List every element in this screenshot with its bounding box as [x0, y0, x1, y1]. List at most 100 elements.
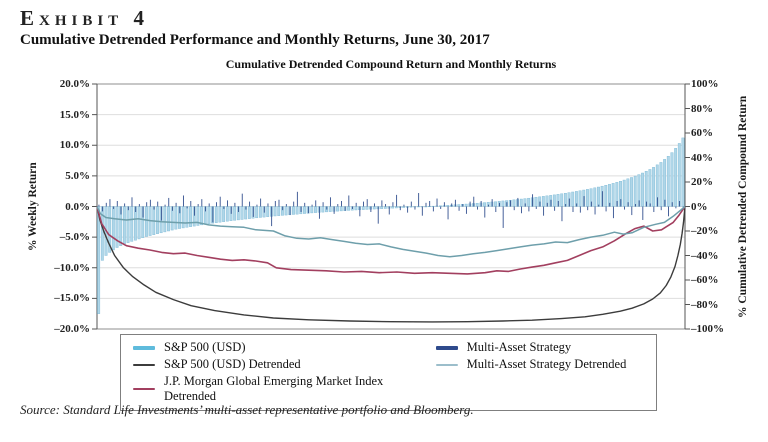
legend-label: J.P. Morgan Global Emerging Market Index… [164, 374, 384, 403]
sp500-bar [652, 167, 655, 207]
multi-asset-bar [300, 206, 302, 213]
multi-asset-bar [521, 206, 522, 214]
multi-asset-bar [271, 206, 273, 227]
sp500-bar [295, 206, 299, 215]
sp500-bar [494, 201, 497, 207]
left-axis-tick: 15.0% [59, 108, 90, 121]
left-axis-tick: –10.0% [54, 261, 90, 274]
multi-asset-bar [381, 200, 383, 207]
sp500-bar [137, 206, 141, 240]
multi-asset-bar [105, 202, 107, 207]
left-axis-tick: 0.0% [65, 200, 90, 213]
multi-asset-bar [194, 206, 195, 216]
multi-asset-bar [329, 197, 331, 207]
multi-asset-bar [484, 206, 486, 218]
multi-asset-bar [587, 206, 589, 211]
left-axis-tick: –15.0% [54, 292, 90, 305]
multi-asset-bar [421, 206, 423, 216]
multi-asset-bar [399, 206, 401, 211]
multi-asset-bar [653, 206, 655, 213]
sp500-bar [273, 206, 277, 217]
sp500-swatch-icon [133, 345, 155, 350]
sp500-bar [111, 206, 115, 251]
sp500-bar [167, 206, 170, 232]
multi-asset-bar [671, 202, 673, 207]
multi-asset-bar [263, 206, 265, 213]
sp500-bar [424, 206, 428, 208]
multi-asset-bar [418, 193, 420, 207]
multi-asset-bar [230, 206, 232, 214]
multi-asset-bar [208, 203, 210, 207]
sp500-bar [552, 194, 556, 207]
sp500-bar [207, 206, 211, 224]
left-axis-tick: –5.0% [59, 231, 90, 244]
legend: S&P 500 (USD) Multi-Asset Strategy S&P 5… [120, 334, 657, 411]
multi-asset-bar [344, 206, 346, 211]
multi-asset-bar [289, 206, 291, 216]
multi-asset-bar [469, 201, 471, 207]
multi-asset-bar [646, 201, 647, 207]
sp500-bar [681, 137, 685, 207]
multi-asset-bar [241, 193, 243, 207]
multi-asset-detrended-swatch-icon [435, 363, 458, 366]
sp500-bar [225, 206, 229, 222]
multi-asset-bar [443, 202, 445, 207]
sp500-bar [185, 206, 189, 228]
right-axis-tick: 0% [691, 200, 708, 213]
multi-asset-bar [638, 200, 640, 207]
multi-asset-bar [326, 206, 328, 210]
multi-asset-bar [517, 197, 519, 207]
legend-label: S&P 500 (USD) Detrended [164, 357, 301, 371]
multi-asset-bar [212, 206, 214, 223]
legend-item-jpm-detrended: J.P. Morgan Global Emerging Market Index… [133, 374, 436, 404]
multi-asset-bar [352, 206, 353, 209]
multi-asset-bar [146, 202, 148, 207]
multi-asset-bar [440, 206, 442, 209]
multi-asset-bar [554, 206, 556, 211]
sp500-bar [361, 206, 365, 210]
multi-asset-bar [252, 206, 254, 217]
sp500-bar [372, 206, 376, 210]
multi-asset-bar [186, 206, 188, 209]
multi-asset-bar [219, 196, 221, 207]
multi-asset-bar [601, 191, 603, 207]
multi-asset-bar [598, 204, 600, 207]
sp500-bar [266, 206, 270, 217]
multi-asset-bar [157, 201, 159, 207]
sp500-bar [145, 206, 148, 237]
multi-asset-bar [116, 200, 118, 207]
sp500-bar [321, 206, 325, 213]
multi-asset-bar [414, 206, 416, 210]
sp500-bar [648, 169, 652, 207]
right-axis-tick: –40% [691, 249, 719, 262]
sp500-bar [519, 198, 523, 207]
sp500-bar [394, 206, 398, 209]
multi-asset-bar [392, 202, 394, 207]
multi-asset-bar [256, 204, 258, 207]
multi-asset-bar [550, 199, 552, 207]
multi-asset-bar [477, 206, 478, 210]
multi-asset-bar [506, 202, 508, 207]
multi-asset-bar [465, 206, 467, 214]
multi-asset-bar [425, 202, 427, 207]
multi-asset-bar [675, 206, 677, 209]
multi-asset-bar [657, 197, 658, 207]
multi-asset-bar [679, 200, 681, 207]
sp500-bar [446, 205, 450, 207]
multi-asset-bar [576, 203, 578, 207]
multi-asset-bar [429, 200, 431, 207]
sp500-bar [240, 206, 244, 220]
sp500-bar [597, 186, 600, 207]
multi-asset-bar [274, 200, 276, 207]
legend-item-multi-asset: Multi-Asset Strategy [435, 340, 646, 355]
multi-asset-bar [293, 201, 295, 207]
sp500-bar [439, 205, 442, 207]
legend-item-sp500-detrended: S&P 500 (USD) Detrended [133, 357, 436, 372]
sp500-detrended-swatch-icon [133, 363, 155, 366]
multi-asset-bar [278, 199, 280, 207]
sp500-bar [457, 204, 461, 207]
multi-asset-bar [359, 206, 361, 217]
sp500-bar [130, 206, 134, 242]
jpm-detrended-swatch-icon [133, 388, 155, 390]
